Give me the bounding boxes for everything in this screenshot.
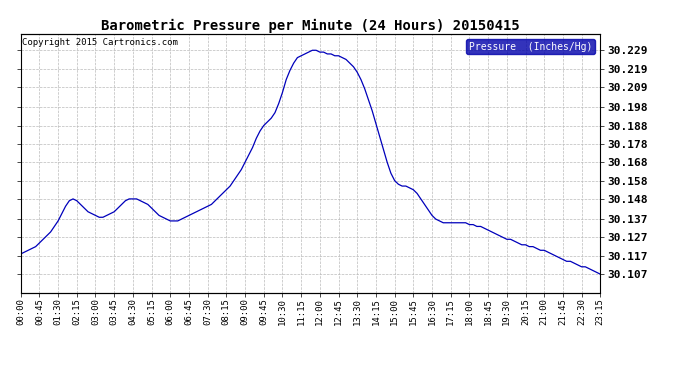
Text: Copyright 2015 Cartronics.com: Copyright 2015 Cartronics.com: [22, 38, 178, 46]
Title: Barometric Pressure per Minute (24 Hours) 20150415: Barometric Pressure per Minute (24 Hours…: [101, 18, 520, 33]
Legend: Pressure  (Inches/Hg): Pressure (Inches/Hg): [466, 39, 595, 54]
